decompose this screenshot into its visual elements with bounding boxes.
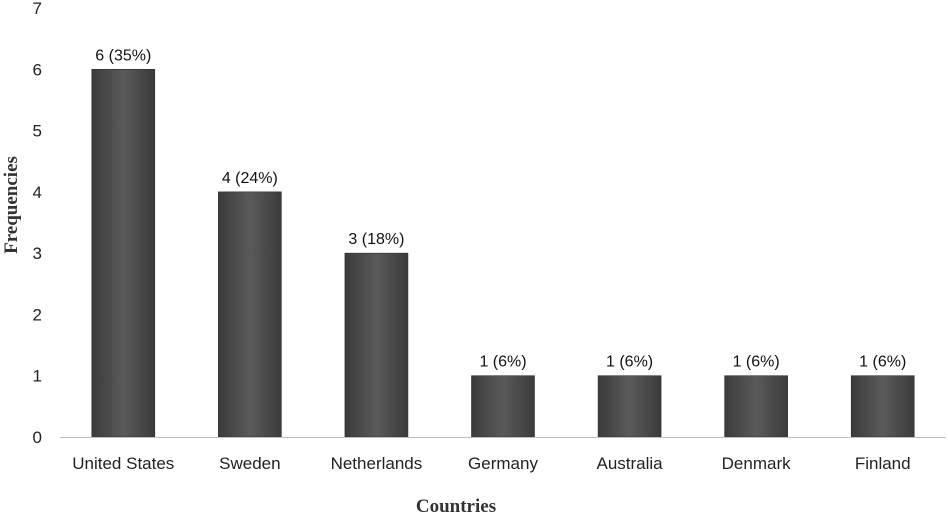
bar	[724, 375, 788, 438]
data-label: 1 (6%)	[606, 354, 653, 371]
bar	[218, 191, 282, 438]
x-category-label: Australia	[597, 454, 664, 473]
data-labels: 6 (35%) 4 (24%) 3 (18%) 1 (6%) 1 (6%) 1 (6%) 1…	[95, 47, 906, 370]
y-tick-label: 1	[33, 367, 42, 386]
y-axis-ticks: 0 1 2 3 4 5 6 7	[33, 0, 42, 447]
y-tick-label: 3	[33, 244, 42, 263]
data-label: 4 (24%)	[222, 170, 278, 187]
bar	[471, 375, 535, 438]
x-category-label: Germany	[468, 454, 538, 473]
bar	[597, 375, 662, 438]
y-tick-label: 2	[33, 305, 42, 324]
data-label: 3 (18%)	[348, 231, 404, 248]
bar	[850, 375, 915, 438]
y-axis-title: Frequencies	[1, 156, 22, 254]
y-tick-label: 7	[33, 0, 42, 18]
bar	[91, 68, 156, 438]
y-tick-label: 0	[33, 428, 42, 447]
data-label: 6 (35%)	[95, 47, 151, 64]
y-tick-label: 4	[33, 183, 42, 202]
x-category-label: Sweden	[219, 454, 280, 473]
bar	[344, 252, 409, 438]
y-tick-label: 5	[33, 122, 42, 141]
data-label: 1 (6%)	[733, 354, 780, 371]
x-axis-category-labels: United States Sweden Netherlands Germany Aus…	[72, 454, 910, 473]
x-category-label: Denmark	[722, 454, 791, 473]
bars	[91, 68, 915, 438]
data-label: 1 (6%)	[859, 354, 906, 371]
x-category-label: Netherlands	[331, 454, 423, 473]
data-label: 1 (6%)	[479, 354, 526, 371]
x-category-label: Finland	[855, 454, 911, 473]
y-tick-label: 6	[33, 60, 42, 79]
x-axis-title: Countries	[416, 496, 496, 515]
x-category-label: United States	[72, 454, 174, 473]
